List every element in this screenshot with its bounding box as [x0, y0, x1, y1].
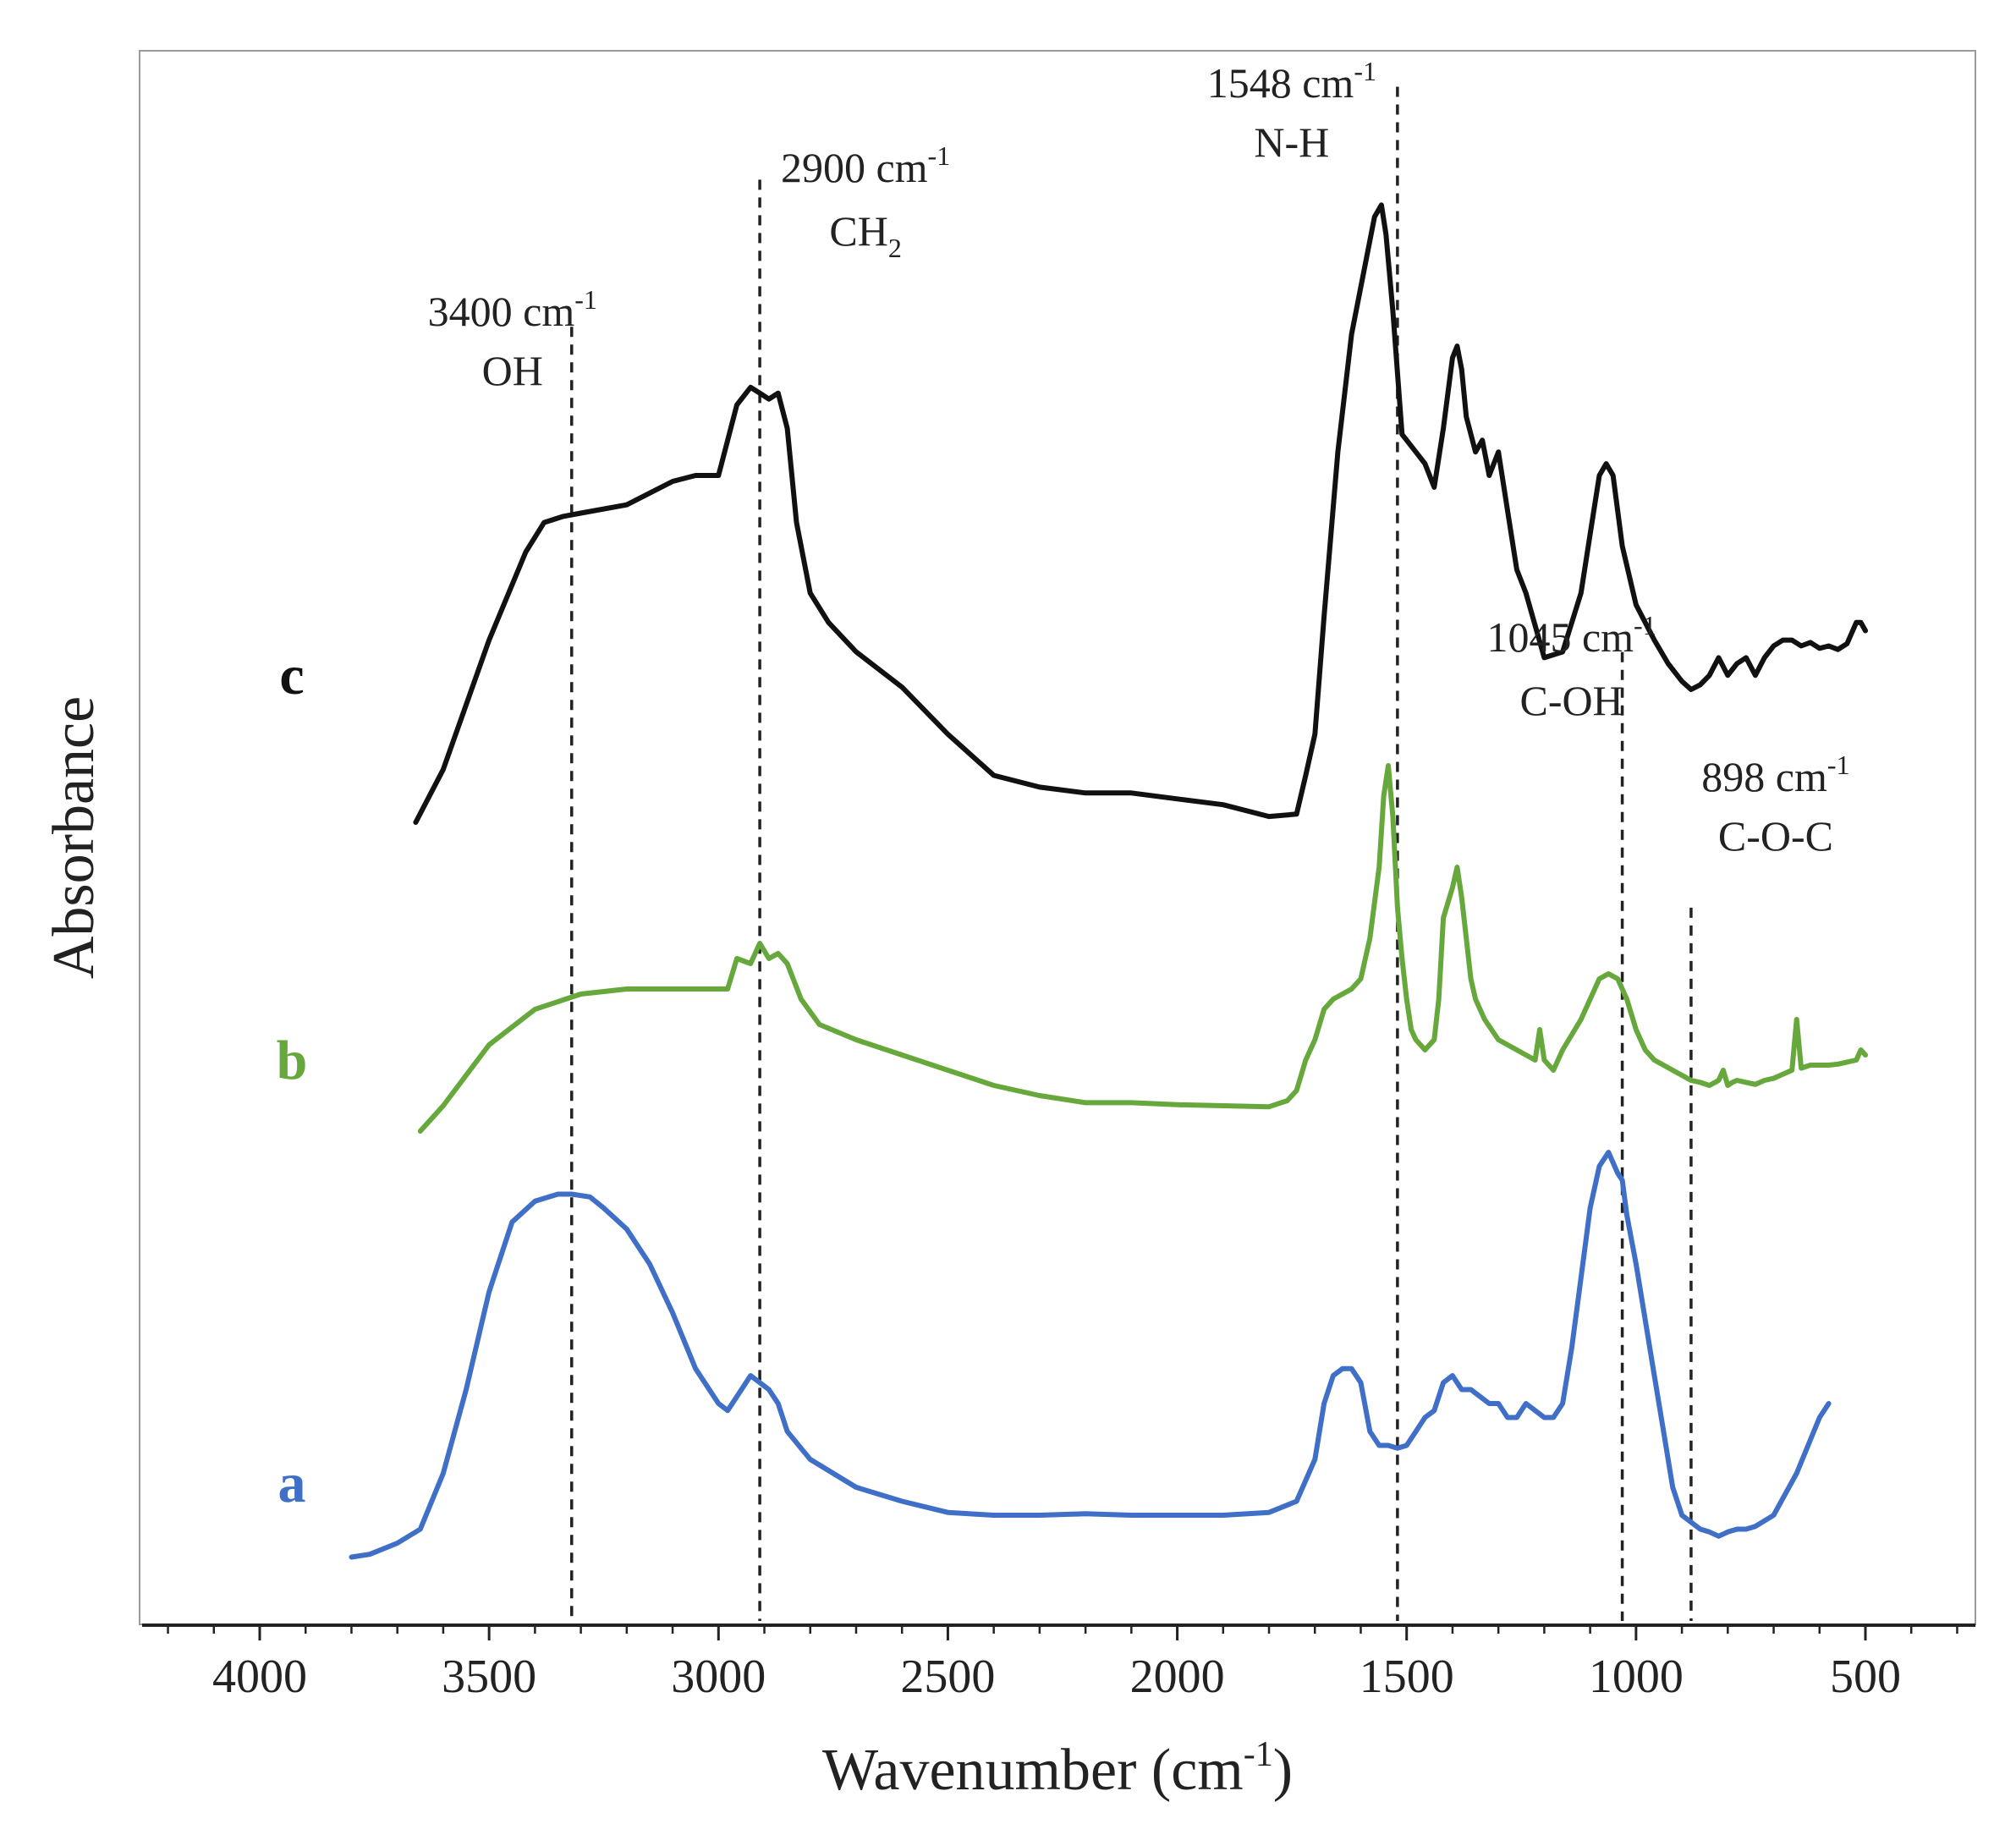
- x-axis-ticks: 4000 3500 3000 2500 2000 1500 1000 500: [167, 1625, 1958, 1703]
- annotation-wavenumber-1: 2900 cm-1: [781, 140, 950, 191]
- x-axis-title-text: Wavenumber (cm: [822, 1738, 1244, 1803]
- annotation-group-1: CH2: [829, 207, 901, 263]
- series-labels: c b a: [277, 645, 308, 1514]
- x-tick-label-2000: 2000: [1130, 1651, 1225, 1703]
- series-b-curve: [417, 763, 1868, 1134]
- annotation-lines: [570, 86, 1693, 1621]
- x-tick-label-1500: 1500: [1360, 1651, 1454, 1703]
- x-tick-label-3000: 3000: [671, 1651, 766, 1703]
- series-c-curve: [413, 202, 1868, 825]
- x-tick-label-500: 500: [1830, 1651, 1901, 1703]
- series-a-curve: [349, 1150, 1832, 1560]
- plot-frame: [139, 50, 1976, 1625]
- annotation-wavenumber-2: 1548 cm-1: [1207, 56, 1376, 107]
- spectra-curves: [349, 202, 1868, 1560]
- annotation-wavenumber-0: 3400 cm-1: [428, 284, 597, 335]
- annotation-group-3: C-OH: [1519, 677, 1623, 724]
- annotation-group-2: N-H: [1254, 118, 1329, 166]
- x-axis-title: Wavenumber (cm-1): [822, 1735, 1293, 1803]
- x-axis-title-sup: -1: [1244, 1735, 1273, 1774]
- annotation-wavenumber-4: 898 cm-1: [1701, 750, 1849, 800]
- series-label-c: c: [279, 645, 304, 706]
- x-axis-title-suffix: ): [1273, 1738, 1293, 1803]
- annotation-group-0: OH: [482, 347, 543, 394]
- annotation-wavenumber-3: 1045 cm-1: [1486, 610, 1656, 661]
- series-label-b: b: [277, 1030, 308, 1091]
- x-tick-label-3500: 3500: [442, 1651, 536, 1703]
- x-tick-label-4000: 4000: [212, 1651, 307, 1703]
- annotation-group-4: C-O-C: [1718, 812, 1833, 860]
- series-label-a: a: [278, 1453, 306, 1514]
- y-axis-title: Absorbance: [41, 696, 107, 979]
- peak-annotations: 3400 cm-1 OH 2900 cm-1 CH2 1548 cm-1 N-H 1045 …: [428, 56, 1850, 860]
- x-tick-label-2500: 2500: [900, 1651, 995, 1703]
- x-tick-label-1000: 1000: [1589, 1651, 1684, 1703]
